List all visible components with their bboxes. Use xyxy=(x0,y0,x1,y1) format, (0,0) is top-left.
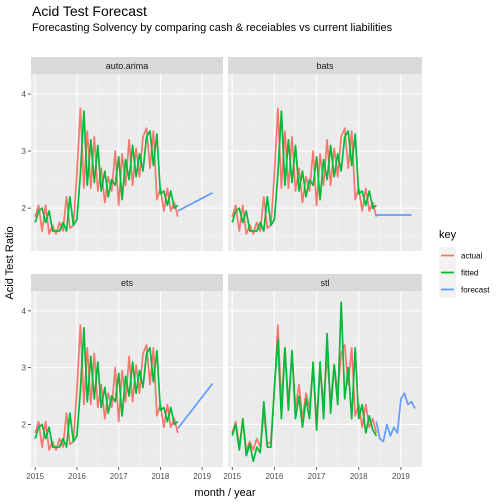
facet-strip-label: ets xyxy=(121,278,134,288)
facet-auto-arima: auto.arima 2 3 4 xyxy=(22,57,223,251)
legend-item-forecast: forecast xyxy=(439,281,490,298)
facet-strip xyxy=(31,57,223,74)
legend-label: fitted xyxy=(461,269,478,278)
facet-strip-label: auto.arima xyxy=(106,61,149,71)
facet-bats: bats xyxy=(228,57,422,251)
x-tick-label: 2018 xyxy=(151,472,169,481)
x-tick-label: 2015 xyxy=(223,472,241,481)
legend-label: forecast xyxy=(461,286,490,295)
x-tick-label: 2017 xyxy=(110,472,128,481)
y-tick-label: 4 xyxy=(22,307,27,316)
legend-label: actual xyxy=(461,252,483,261)
chart-subtitle: Forecasting Solvency by comparing cash &… xyxy=(32,22,393,34)
x-tick-label: 2015 xyxy=(26,472,44,481)
facet-strip-label: bats xyxy=(316,61,334,71)
series-line-actual xyxy=(231,324,378,451)
x-tick-label: 2019 xyxy=(193,472,211,481)
series-line-forecast xyxy=(375,392,416,443)
facet-ets: ets 2 3 4 2015 2016 2017 2018 2019 xyxy=(22,274,223,481)
chart-title: Acid Test Forecast xyxy=(32,3,147,19)
facet-panels: auto.arima 2 3 4 bats ets 2 3 4 2015 2016 2017 2018 2… xyxy=(22,57,422,481)
facet-strip xyxy=(228,57,422,74)
x-tick-label: 2017 xyxy=(308,472,326,481)
facet-stl: stl 2015 2016 2017 2018 2019 xyxy=(223,274,422,481)
series-line-fitted xyxy=(34,327,179,448)
series-line-forecast xyxy=(177,382,214,429)
series-line-forecast xyxy=(177,192,213,212)
legend: key actual fitted forecast xyxy=(439,229,490,298)
legend-item-actual: actual xyxy=(439,247,483,264)
series-line-fitted xyxy=(231,301,378,463)
facet-strip xyxy=(228,274,422,291)
facet-strip xyxy=(31,274,223,291)
x-tick-label: 2016 xyxy=(265,472,283,481)
y-tick-label: 2 xyxy=(22,420,27,429)
x-axis-title: month / year xyxy=(194,487,255,499)
series-line-fitted xyxy=(34,110,179,232)
legend-item-fitted: fitted xyxy=(439,264,478,281)
y-tick-label: 3 xyxy=(22,147,27,156)
facet-strip-label: stl xyxy=(321,278,330,288)
x-tick-label: 2019 xyxy=(392,472,410,481)
series-line-fitted xyxy=(231,110,377,232)
y-tick-label: 4 xyxy=(22,90,27,99)
y-axis-title: Acid Test Ratio xyxy=(4,226,16,299)
legend-title: key xyxy=(439,229,457,241)
y-tick-label: 2 xyxy=(22,204,27,213)
y-tick-label: 3 xyxy=(22,364,27,373)
x-tick-label: 2018 xyxy=(350,472,368,481)
x-tick-label: 2016 xyxy=(68,472,86,481)
